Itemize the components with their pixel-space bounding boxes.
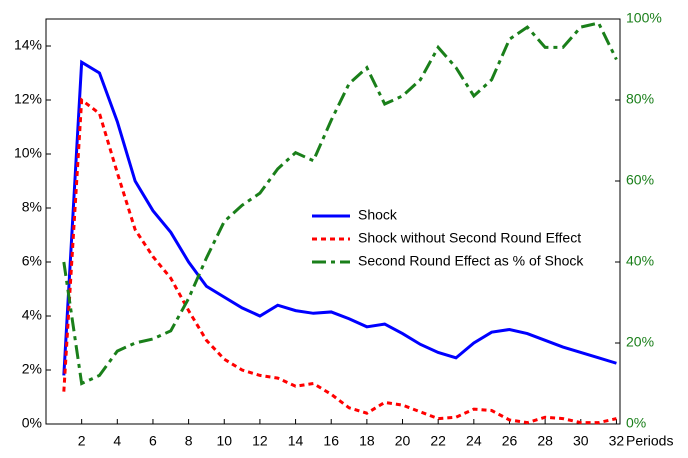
series-line xyxy=(62,59,617,376)
legend-label: Shock without Second Round Effect xyxy=(358,230,581,246)
y2-tick-label: 100% xyxy=(626,10,662,26)
x-tick-label: 18 xyxy=(359,433,375,449)
y-tick-label: 6% xyxy=(22,253,42,269)
series-line xyxy=(62,21,618,386)
y-tick-label: 14% xyxy=(14,37,42,53)
x-tick-label: 8 xyxy=(185,433,193,449)
x-tick-label: 20 xyxy=(395,433,411,449)
x-tick-label: 4 xyxy=(113,433,121,449)
y2-tick-label: 60% xyxy=(626,172,654,188)
y2-tick-label: 20% xyxy=(626,334,654,350)
y-tick-label: 0% xyxy=(22,415,42,431)
y-tick-label: 10% xyxy=(14,145,42,161)
x-tick-label: 24 xyxy=(466,433,482,449)
plot-frame xyxy=(45,18,621,425)
y-tick-label: 2% xyxy=(22,361,42,377)
x-tick-label: 10 xyxy=(216,433,232,449)
x-tick-label: 12 xyxy=(252,433,268,449)
y-tick-label: 4% xyxy=(22,307,42,323)
y2-tick-label: 0% xyxy=(626,415,646,431)
y2-tick-label: 40% xyxy=(626,253,654,269)
x-tick-label: 2 xyxy=(78,433,86,449)
legend-label: Second Round Effect as % of Shock xyxy=(358,253,584,269)
legend-label: Shock xyxy=(358,207,398,223)
y-tick-label: 8% xyxy=(22,199,42,215)
x-axis-label: Periods xyxy=(626,433,673,449)
x-tick-label: 14 xyxy=(288,433,304,449)
series-line xyxy=(62,97,617,425)
x-tick-label: 32 xyxy=(609,433,625,449)
x-tick-label: 30 xyxy=(573,433,589,449)
x-tick-label: 6 xyxy=(149,433,157,449)
y2-tick-label: 80% xyxy=(626,91,654,107)
x-tick-label: 28 xyxy=(537,433,553,449)
x-tick-label: 22 xyxy=(430,433,446,449)
y-tick-label: 12% xyxy=(14,91,42,107)
x-tick-label: 16 xyxy=(323,433,339,449)
x-tick-label: 26 xyxy=(502,433,518,449)
